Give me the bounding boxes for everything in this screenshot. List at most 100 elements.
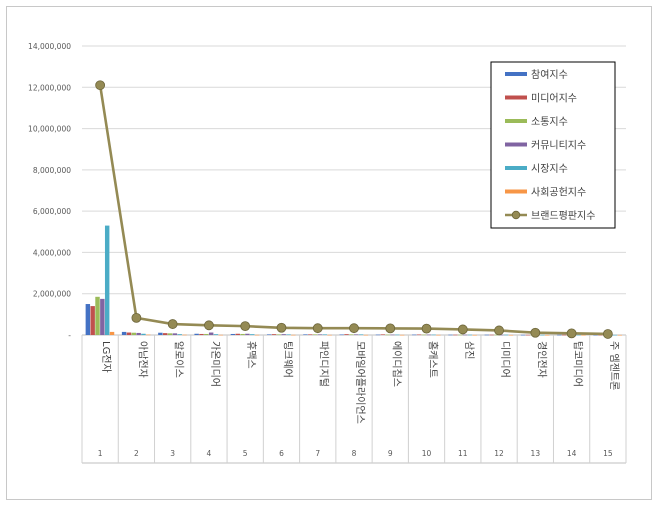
y-tick-label: 6,000,000 — [33, 207, 71, 216]
x-tick-label: 알로이스 — [173, 341, 185, 378]
category-number: 14 — [567, 449, 577, 458]
legend-swatch — [505, 119, 527, 123]
legend-swatch — [505, 189, 527, 194]
bar — [303, 334, 308, 335]
x-tick-label: 경인전자 — [535, 341, 548, 378]
category-number: 1 — [98, 449, 103, 458]
y-tick-label: 12,000,000 — [28, 83, 71, 92]
y-tick-label: 4,000,000 — [33, 248, 71, 257]
bar — [484, 334, 489, 336]
chart-frame: 14,000,000 12,000,000 10,000,000 8,000,000 6… — [6, 6, 652, 500]
line-series — [95, 80, 613, 339]
bar — [416, 334, 422, 336]
gridlines — [82, 45, 626, 336]
chart-svg: 14,000,00012,000,00010,000,0008,000,0006… — [28, 42, 627, 464]
bar — [327, 334, 332, 336]
bar — [271, 334, 277, 335]
bar — [312, 334, 318, 335]
bar — [85, 304, 91, 335]
x-tick-label: 팅크웨어 — [281, 341, 293, 378]
bar — [390, 334, 395, 336]
bar — [286, 334, 291, 335]
x-tick-label: 가온미디어 — [209, 341, 221, 387]
bar — [250, 334, 255, 335]
bar — [109, 331, 115, 335]
y-tick-label: 8,000,000 — [33, 166, 71, 175]
bar — [462, 334, 468, 336]
bar — [520, 334, 526, 336]
bar — [431, 334, 436, 336]
line-point — [95, 80, 106, 91]
bar — [308, 334, 313, 335]
bar — [266, 334, 272, 335]
line-point — [457, 324, 468, 335]
bar — [240, 333, 245, 335]
bar — [162, 333, 168, 335]
bar — [375, 334, 381, 336]
bar — [499, 334, 504, 336]
line-point — [204, 320, 214, 331]
line-point — [131, 312, 142, 323]
bar — [177, 334, 182, 335]
line-point — [530, 327, 541, 338]
line-point — [240, 321, 251, 332]
x-axis: LG전자 1 아남전자 2 알로이스 3 가온미디어 4 휴맥스 5 팅크웨어 6 파인디지털 7 모바일어… — [81, 334, 627, 464]
bar — [508, 334, 514, 336]
legend-label: 브랜드평판지수 — [531, 210, 595, 222]
bar — [146, 334, 151, 336]
line-point — [349, 323, 359, 334]
category-number: 15 — [603, 449, 613, 458]
bar — [131, 332, 136, 335]
bar — [457, 334, 463, 336]
category-number: 6 — [279, 449, 284, 458]
category-number: 13 — [531, 449, 541, 458]
bar — [141, 333, 146, 335]
category-number: 8 — [352, 449, 357, 458]
bar — [172, 333, 178, 335]
bar — [395, 334, 400, 336]
bar — [358, 334, 364, 335]
y-axis: 14,000,000 12,000,000 10,000,000 8,000,000 6… — [28, 42, 71, 340]
x-tick-label: 휴맥스 — [245, 341, 257, 369]
category-number: 4 — [207, 449, 212, 458]
legend-label: 소통지수 — [531, 116, 568, 128]
line-point — [494, 325, 504, 336]
bar — [182, 334, 187, 336]
bar — [557, 334, 562, 336]
bar — [317, 334, 323, 335]
bar — [100, 298, 105, 335]
y-tick-label: 14,000,000 — [28, 42, 71, 51]
legend-swatch — [505, 72, 527, 76]
line-point — [385, 323, 396, 334]
category-number: 3 — [170, 449, 175, 458]
bar — [545, 334, 550, 336]
bar — [380, 334, 386, 335]
y-tick-label: - — [68, 331, 71, 340]
legend-swatch — [505, 166, 527, 170]
bar — [291, 334, 296, 336]
legend-label: 커뮤니티지수 — [531, 140, 586, 152]
x-tick-label: 모바일어플라이언스 — [354, 341, 366, 424]
bar — [399, 334, 405, 336]
category-number: 11 — [458, 449, 468, 458]
category-number: 2 — [134, 449, 139, 458]
bar — [612, 334, 618, 336]
bar — [354, 334, 359, 335]
bar — [213, 334, 219, 335]
bar — [581, 334, 586, 336]
bar — [576, 334, 581, 336]
bar — [617, 334, 622, 336]
bar — [322, 334, 328, 335]
y-tick-label: 10,000,000 — [28, 125, 71, 134]
legend-label: 시장지수 — [531, 163, 568, 175]
bar — [204, 333, 209, 335]
category-number: 7 — [315, 449, 320, 458]
bar — [230, 333, 236, 335]
bar — [104, 225, 110, 335]
legend-swatch — [505, 142, 527, 147]
bar — [363, 334, 369, 336]
x-tick-label: 파인디지털 — [318, 341, 330, 387]
bar — [349, 334, 354, 335]
legend-label: 사회공헌지수 — [531, 187, 586, 199]
y-tick-label: 2,000,000 — [33, 290, 71, 299]
